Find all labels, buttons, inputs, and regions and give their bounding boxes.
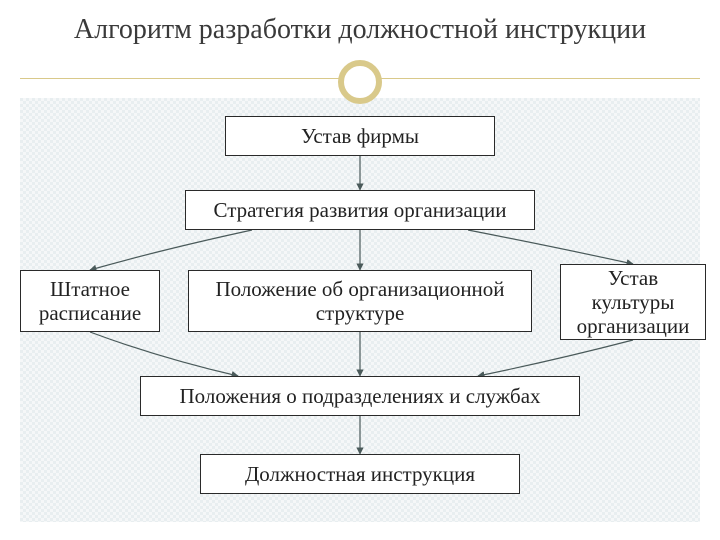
slide: Алгоритм разработки должностной инструкц… [0,0,720,540]
flowchart-node: Положение об организационной структуре [188,270,532,332]
flowchart-node: Штатное расписание [20,270,160,332]
flowchart-node: Должностная инструкция [200,454,520,494]
page-title: Алгоритм разработки должностной инструкц… [0,14,720,46]
flowchart-node: Устав фирмы [225,116,495,156]
flowchart-node: Положения о подразделениях и службах [140,376,580,416]
ring-ornament-icon [338,60,382,104]
flowchart-node: Стратегия развития организации [185,190,535,230]
flowchart-node: Устав культуры организации [560,264,706,340]
